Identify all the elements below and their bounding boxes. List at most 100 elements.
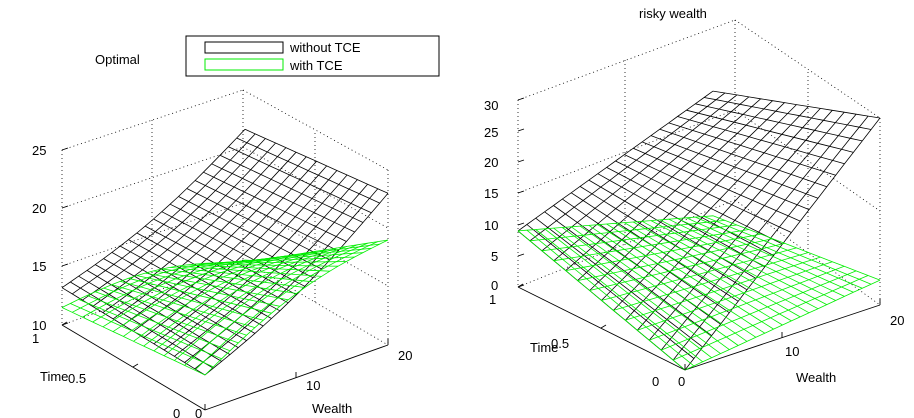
mesh-line — [613, 252, 809, 311]
right-surface-plot: 30 25 20 15 10 5 0 1 0.5 0 Time 0 10 20 … — [484, 6, 904, 389]
mesh-line — [204, 193, 389, 376]
left-time-axis — [61, 324, 206, 411]
mesh-line — [194, 188, 379, 370]
mesh-line — [123, 156, 307, 326]
surface-mesh-without-tce — [517, 90, 881, 371]
legend-swatch-with-tce — [204, 58, 284, 71]
mesh-line — [92, 142, 276, 307]
mesh-line — [565, 233, 761, 271]
left-z-tick-label: 20 — [32, 201, 46, 216]
right-z-ticks: 30 25 20 15 10 5 0 — [484, 97, 525, 293]
right-time-tick-label: 1 — [489, 292, 496, 307]
right-time-tick-label: 0 — [652, 374, 659, 389]
left-z-tick-label: 15 — [32, 259, 46, 274]
right-time-axis-label: Time — [530, 340, 558, 355]
mesh-line — [112, 151, 297, 320]
mesh-line — [163, 246, 348, 357]
left-wealth-tick-label: 10 — [306, 378, 320, 393]
legend-label-with-tce: with TCE — [289, 58, 343, 73]
mesh-line — [61, 129, 246, 289]
right-wealth-tick-label: 20 — [890, 313, 904, 328]
mesh-line — [143, 249, 327, 347]
mesh-line — [163, 174, 348, 351]
mesh-line — [133, 250, 317, 342]
mesh-line — [625, 256, 821, 321]
mesh-line — [529, 220, 725, 242]
mesh-line — [589, 242, 785, 291]
left-time-tick-label: 0.5 — [68, 371, 86, 386]
left-surface-plot: 25 20 15 10 1 0.5 0 Time 0 10 20 Wealth … — [32, 35, 440, 418]
right-plot-title: risky wealth — [639, 6, 707, 21]
mesh-line — [204, 239, 389, 376]
mesh-line — [541, 224, 737, 252]
mesh-line — [601, 247, 797, 301]
left-z-tick-label: 10 — [32, 318, 46, 333]
right-z-tick-label: 10 — [484, 218, 498, 233]
mesh-line — [82, 138, 266, 301]
right-wealth-axis-label: Wealth — [796, 370, 836, 385]
right-plot-box — [517, 19, 881, 306]
left-wealth-axis — [204, 344, 389, 411]
left-z-tick-label: 25 — [32, 143, 46, 158]
mesh-line — [553, 229, 749, 262]
mesh-line — [174, 244, 358, 361]
mesh-line — [613, 106, 809, 311]
mesh-line — [637, 261, 833, 331]
right-wealth-tick-label: 0 — [678, 374, 685, 389]
left-wealth-tick-label: 0 — [195, 406, 202, 418]
mesh-line — [517, 215, 714, 232]
mesh-line — [649, 265, 845, 341]
left-z-ticks: 25 20 15 10 — [32, 143, 69, 333]
right-wealth-ticks: 0 10 20 Wealth — [678, 299, 904, 389]
mesh-line — [553, 96, 750, 262]
right-z-tick-label: 15 — [484, 186, 498, 201]
mesh-line — [684, 279, 881, 371]
mesh-line — [102, 255, 286, 328]
legend: without TCE with TCE — [185, 35, 440, 77]
right-z-tick-label: 5 — [491, 249, 498, 264]
right-z-tick-label: 0 — [491, 278, 498, 293]
mesh-line — [672, 275, 869, 361]
left-time-axis-label: Time — [40, 369, 68, 384]
right-wealth-tick-label: 10 — [785, 344, 799, 359]
left-surface-meshes — [61, 128, 389, 376]
mesh-line — [123, 252, 307, 337]
right-time-axis — [517, 286, 686, 371]
mesh-line — [153, 247, 338, 352]
left-wealth-axis-label: Wealth — [312, 401, 352, 416]
mesh-line — [61, 259, 246, 308]
legend-swatch-without-tce — [204, 41, 284, 54]
left-time-ticks: 1 0.5 0 Time — [32, 321, 206, 418]
mesh-line — [517, 90, 714, 232]
mesh-line — [71, 133, 256, 295]
mesh-line — [648, 111, 845, 341]
mesh-line — [529, 92, 726, 242]
right-time-tick-label: 0.5 — [551, 336, 569, 351]
legend-label-without-tce: without TCE — [289, 40, 361, 55]
mesh-line — [660, 113, 857, 351]
mesh-line — [577, 100, 773, 281]
right-surface-meshes — [517, 90, 881, 371]
left-wealth-tick-label: 20 — [398, 348, 412, 363]
left-time-tick-label: 0 — [173, 406, 180, 418]
right-wealth-axis — [684, 304, 881, 371]
right-time-ticks: 1 0.5 0 Time — [489, 283, 686, 389]
right-z-tick-label: 25 — [484, 125, 498, 140]
surface-mesh-with-tce — [61, 239, 389, 376]
mesh-line — [712, 90, 881, 119]
mesh-line — [541, 94, 738, 252]
mesh-line — [174, 179, 358, 357]
mesh-line — [184, 242, 368, 366]
mesh-line — [565, 98, 761, 271]
right-z-tick-label: 30 — [484, 98, 498, 113]
surface-mesh-with-tce — [517, 215, 881, 371]
left-plot-title: Optimal — [95, 52, 140, 67]
mesh-line — [589, 102, 785, 291]
mesh-line — [194, 241, 378, 371]
mesh-line — [660, 270, 857, 351]
left-time-tick-label: 1 — [32, 331, 39, 346]
mesh-line — [112, 254, 297, 332]
left-wealth-ticks: 0 10 20 Wealth — [195, 339, 412, 418]
legend-box — [185, 35, 440, 77]
